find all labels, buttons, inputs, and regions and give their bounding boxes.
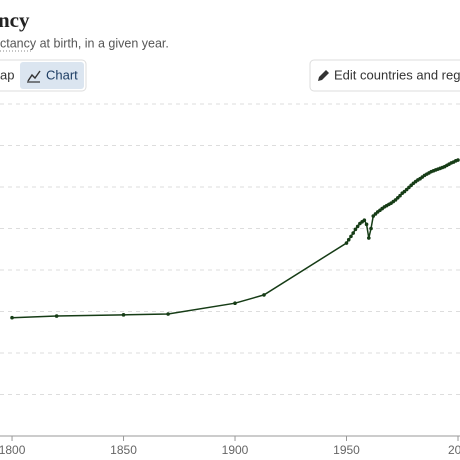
x-tick-label: 1800 [0,443,26,457]
data-point [353,227,358,232]
x-tick-label: 1950 [333,443,360,457]
data-point [349,234,353,239]
data-point [262,293,266,297]
x-tick-label: 1900 [222,443,249,457]
pencil-icon [318,70,329,81]
edit-button-label[interactable]: Edit countries and regi [334,67,460,82]
data-point [346,237,351,242]
data-point [362,218,367,222]
chart-title: ncy [0,8,30,32]
data-point [54,314,59,318]
data-point [456,158,460,162]
data-point [10,315,14,320]
chart-icon [27,70,41,82]
x-tick-label: 1850 [110,443,137,457]
data-point [344,241,349,245]
data-point [355,224,360,229]
data-point [398,193,402,198]
map-tab[interactable]: ap [0,67,14,82]
series-line [12,159,459,319]
edit-button[interactable] [309,59,460,92]
data-point [166,312,170,316]
chart-subtitle: ctancy at birth, in a given year. [0,36,169,50]
data-point [367,236,371,240]
chart-tab[interactable]: Chart [46,67,78,82]
data-point [121,313,126,317]
data-point [351,231,355,235]
data-point [369,226,373,231]
data-point [364,222,369,227]
x-tick-label: 200 [448,443,460,457]
data-point [233,301,237,306]
